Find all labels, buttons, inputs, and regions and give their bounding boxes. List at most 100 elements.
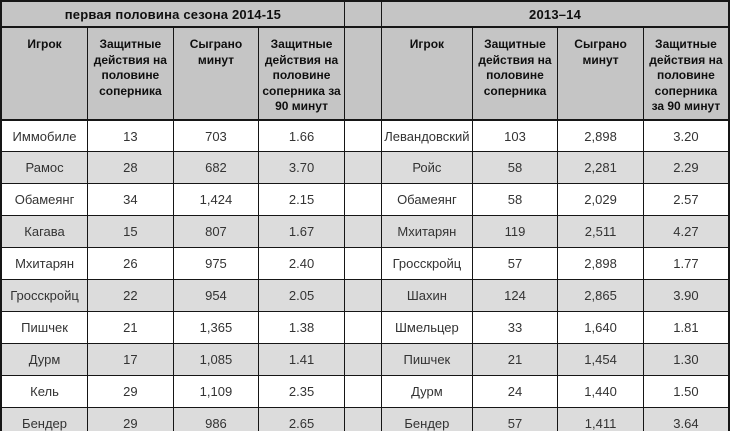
stat-value-cell: 1.50 bbox=[642, 375, 730, 409]
spacer-cell bbox=[343, 26, 383, 121]
player-name-cell: Рамос bbox=[0, 151, 89, 185]
stat-value-cell: 954 bbox=[172, 279, 260, 313]
stat-value-cell: 21 bbox=[471, 343, 559, 377]
stat-value-cell: 975 bbox=[172, 247, 260, 281]
stat-value-cell: 24 bbox=[471, 375, 559, 409]
player-name-cell: Обамеянг bbox=[381, 183, 473, 217]
stat-value-cell: 119 bbox=[471, 215, 559, 249]
table-row: Гросскройц 22 954 2.05 Шахин 124 2,865 3.90 bbox=[0, 279, 730, 313]
stat-value-cell: 2.57 bbox=[642, 183, 730, 217]
table-row: Бендер 29 986 2.65 Бендер 57 1,411 3.64 bbox=[0, 407, 730, 431]
table-row: Обамеянг 34 1,424 2.15 Обамеянг 58 2,029 2.57 bbox=[0, 183, 730, 217]
stat-value-cell: 3.90 bbox=[642, 279, 730, 313]
stat-value-cell: 17 bbox=[87, 343, 174, 377]
stat-value-cell: 1,440 bbox=[557, 375, 644, 409]
player-name-cell: Левандовский bbox=[381, 119, 473, 153]
stat-value-cell: 2,898 bbox=[557, 247, 644, 281]
stat-value-cell: 1.41 bbox=[258, 343, 345, 377]
stat-value-cell: 1,109 bbox=[172, 375, 260, 409]
spacer-cell bbox=[343, 407, 383, 431]
stat-value-cell: 2,029 bbox=[557, 183, 644, 217]
table-row: Иммобиле 13 703 1.66 Левандовский 103 2,898 3.2… bbox=[0, 119, 730, 153]
season-title-row: первая половина сезона 2014-15 2013–14 bbox=[0, 0, 730, 28]
stat-value-cell: 1,365 bbox=[172, 311, 260, 345]
stat-value-cell: 4.27 bbox=[642, 215, 730, 249]
stat-value-cell: 1.77 bbox=[642, 247, 730, 281]
col-header-minutes-right: Сыграно минут bbox=[557, 26, 644, 121]
stat-value-cell: 58 bbox=[471, 151, 559, 185]
player-name-cell: Пишчек bbox=[381, 343, 473, 377]
stat-value-cell: 3.64 bbox=[642, 407, 730, 431]
col-header-player-right: Игрок bbox=[381, 26, 473, 121]
stat-value-cell: 1,424 bbox=[172, 183, 260, 217]
stat-value-cell: 2,865 bbox=[557, 279, 644, 313]
column-header-row: Игрок Защитные действия на половине сопе… bbox=[0, 26, 730, 121]
player-name-cell: Ройс bbox=[381, 151, 473, 185]
stat-value-cell: 33 bbox=[471, 311, 559, 345]
col-header-player-left: Игрок bbox=[0, 26, 89, 121]
stat-value-cell: 21 bbox=[87, 311, 174, 345]
stat-value-cell: 1.81 bbox=[642, 311, 730, 345]
table-row: Кагава 15 807 1.67 Мхитарян 119 2,511 4.27 bbox=[0, 215, 730, 249]
stat-value-cell: 103 bbox=[471, 119, 559, 153]
stat-value-cell: 58 bbox=[471, 183, 559, 217]
stat-value-cell: 22 bbox=[87, 279, 174, 313]
spacer-cell bbox=[343, 247, 383, 281]
player-name-cell: Дурм bbox=[0, 343, 89, 377]
stat-value-cell: 13 bbox=[87, 119, 174, 153]
spacer-cell bbox=[343, 151, 383, 185]
col-header-minutes-left: Сыграно минут bbox=[172, 26, 260, 121]
stat-value-cell: 1.38 bbox=[258, 311, 345, 345]
stat-value-cell: 2.35 bbox=[258, 375, 345, 409]
stat-value-cell: 26 bbox=[87, 247, 174, 281]
table-row: Пишчек 21 1,365 1.38 Шмельцер 33 1,640 1.81 bbox=[0, 311, 730, 345]
spacer-cell bbox=[343, 343, 383, 377]
table-row: Рамос 28 682 3.70 Ройс 58 2,281 2.29 bbox=[0, 151, 730, 185]
player-name-cell: Кагава bbox=[0, 215, 89, 249]
stat-value-cell: 2.40 bbox=[258, 247, 345, 281]
stat-value-cell: 2.15 bbox=[258, 183, 345, 217]
right-season-title: 2013–14 bbox=[381, 0, 730, 28]
stat-value-cell: 2,511 bbox=[557, 215, 644, 249]
stat-value-cell: 2.65 bbox=[258, 407, 345, 431]
stat-value-cell: 29 bbox=[87, 375, 174, 409]
player-name-cell: Пишчек bbox=[0, 311, 89, 345]
player-name-cell: Дурм bbox=[381, 375, 473, 409]
stat-value-cell: 1,640 bbox=[557, 311, 644, 345]
stat-value-cell: 124 bbox=[471, 279, 559, 313]
table-row: Дурм 17 1,085 1.41 Пишчек 21 1,454 1.30 bbox=[0, 343, 730, 377]
stat-value-cell: 3.20 bbox=[642, 119, 730, 153]
spacer-cell bbox=[343, 183, 383, 217]
stat-value-cell: 2.29 bbox=[642, 151, 730, 185]
spacer-cell bbox=[343, 0, 383, 28]
stat-value-cell: 682 bbox=[172, 151, 260, 185]
stat-value-cell: 703 bbox=[172, 119, 260, 153]
player-name-cell: Бендер bbox=[381, 407, 473, 431]
col-header-def-actions-right: Защитные действия на половине соперника bbox=[471, 26, 559, 121]
col-header-def-actions-per90-left: Защитные действия на половине соперника … bbox=[258, 26, 345, 121]
player-name-cell: Гросскройц bbox=[0, 279, 89, 313]
stat-value-cell: 3.70 bbox=[258, 151, 345, 185]
stat-value-cell: 1.30 bbox=[642, 343, 730, 377]
stat-value-cell: 29 bbox=[87, 407, 174, 431]
stat-value-cell: 57 bbox=[471, 247, 559, 281]
player-name-cell: Шмельцер bbox=[381, 311, 473, 345]
stat-value-cell: 15 bbox=[87, 215, 174, 249]
player-name-cell: Иммобиле bbox=[0, 119, 89, 153]
stat-value-cell: 2,898 bbox=[557, 119, 644, 153]
player-name-cell: Кель bbox=[0, 375, 89, 409]
stat-value-cell: 1.67 bbox=[258, 215, 345, 249]
player-name-cell: Мхитарян bbox=[0, 247, 89, 281]
player-name-cell: Бендер bbox=[0, 407, 89, 431]
stat-value-cell: 986 bbox=[172, 407, 260, 431]
player-name-cell: Гросскройц bbox=[381, 247, 473, 281]
player-name-cell: Мхитарян bbox=[381, 215, 473, 249]
stat-value-cell: 57 bbox=[471, 407, 559, 431]
table-row: Мхитарян 26 975 2.40 Гросскройц 57 2,898 1.77 bbox=[0, 247, 730, 281]
spacer-cell bbox=[343, 119, 383, 153]
stat-value-cell: 28 bbox=[87, 151, 174, 185]
col-header-def-actions-left: Защитные действия на половине соперника bbox=[87, 26, 174, 121]
left-season-title: первая половина сезона 2014-15 bbox=[0, 0, 345, 28]
